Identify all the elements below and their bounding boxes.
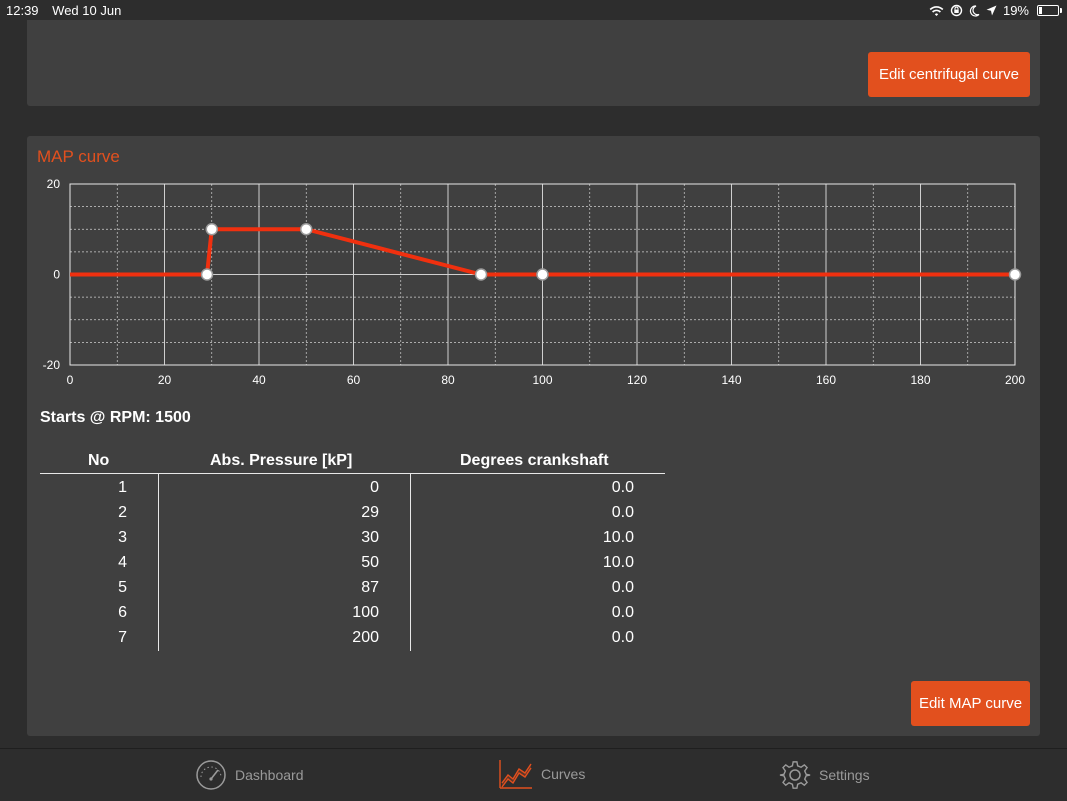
x-tick-label: 80 <box>441 373 455 387</box>
cell-degrees: 10.0 <box>602 554 634 571</box>
tab-curves-label: Curves <box>541 766 586 782</box>
cell-no: 7 <box>118 629 127 646</box>
moon-icon <box>969 4 980 17</box>
table-row: 7 200 0.0 <box>40 624 665 649</box>
tab-bar: Dashboard Curves Settings <box>0 748 1067 801</box>
tab-settings[interactable]: Settings <box>779 759 870 791</box>
table-row: 4 50 10.0 <box>40 549 665 574</box>
x-tick-label: 160 <box>816 373 836 387</box>
cell-degrees: 0.0 <box>611 504 634 521</box>
location-arrow-icon <box>986 5 997 16</box>
centrifugal-card: Edit centrifugal curve <box>27 20 1040 106</box>
x-tick-label: 200 <box>1005 373 1025 387</box>
wifi-icon <box>929 5 944 16</box>
cell-degrees: 10.0 <box>602 529 634 546</box>
header-degrees: Degrees crankshaft <box>460 452 609 469</box>
cell-pressure: 87 <box>361 579 379 596</box>
x-tick-label: 140 <box>721 373 741 387</box>
cell-pressure: 50 <box>361 554 379 571</box>
x-tick-label: 180 <box>910 373 930 387</box>
map-curve-card: MAP curve 0 20 40 60 80 100 120 140 160 180 200 20 0… <box>27 136 1040 736</box>
map-curve-title: MAP curve <box>37 147 120 166</box>
x-tick-label: 120 <box>627 373 647 387</box>
cell-degrees: 0.0 <box>611 629 634 646</box>
y-tick-label: 0 <box>53 268 60 282</box>
curve-point-marker <box>536 268 549 281</box>
edit-centrifugal-curve-button[interactable]: Edit centrifugal curve <box>868 52 1030 97</box>
battery-icon <box>1037 5 1062 16</box>
x-tick-label: 60 <box>347 373 361 387</box>
tab-settings-label: Settings <box>819 767 870 783</box>
x-tick-label: 20 <box>158 373 172 387</box>
header-pressure: Abs. Pressure [kP] <box>210 452 353 469</box>
cell-pressure: 100 <box>352 604 379 621</box>
cell-pressure: 29 <box>361 504 379 521</box>
cell-degrees: 0.0 <box>611 579 634 596</box>
x-tick-label: 100 <box>532 373 552 387</box>
edit-map-curve-button[interactable]: Edit MAP curve <box>911 681 1030 726</box>
tab-dashboard-label: Dashboard <box>235 767 304 783</box>
starts-rpm-label: Starts @ RPM: 1500 <box>40 409 191 426</box>
status-time: 12:39 <box>6 3 39 18</box>
column-divider <box>410 474 411 651</box>
table-row: 5 87 0.0 <box>40 574 665 599</box>
cell-no: 5 <box>118 579 127 596</box>
map-curve-table: No Abs. Pressure [kP] Degrees crankshaft… <box>40 452 665 651</box>
table-header: No Abs. Pressure [kP] Degrees crankshaft <box>40 452 665 474</box>
table-row: 6 100 0.0 <box>40 599 665 624</box>
table-row: 2 29 0.0 <box>40 499 665 524</box>
x-tick-label: 40 <box>252 373 266 387</box>
curve-point-marker <box>200 268 214 281</box>
cell-no: 2 <box>118 504 127 521</box>
cell-no: 3 <box>118 529 127 546</box>
curve-point-marker <box>205 223 218 236</box>
curve-point-marker <box>474 268 488 281</box>
status-bar: 12:39 Wed 10 Jun 19% <box>0 0 1067 20</box>
cell-pressure: 30 <box>361 529 379 546</box>
header-no: No <box>88 452 110 469</box>
battery-percent: 19% <box>1002 3 1029 18</box>
curve-point-marker <box>1008 268 1022 281</box>
cell-no: 4 <box>118 554 127 571</box>
y-tick-label: 20 <box>47 177 61 191</box>
lock-rotation-icon <box>950 4 963 17</box>
status-date: Wed 10 Jun <box>52 3 122 18</box>
cell-pressure: 200 <box>352 629 379 646</box>
y-tick-label: -20 <box>43 358 61 372</box>
cell-pressure: 0 <box>370 479 379 496</box>
speedometer-icon <box>196 760 226 790</box>
tab-curves[interactable]: Curves <box>499 759 585 789</box>
column-divider <box>158 474 159 651</box>
curve-point-marker <box>300 223 313 236</box>
table-row: 3 30 10.0 <box>40 524 665 549</box>
cell-no: 6 <box>118 604 127 621</box>
table-row: 1 0 0.0 <box>40 474 665 499</box>
gear-icon <box>779 761 811 789</box>
tab-dashboard[interactable]: Dashboard <box>195 759 304 791</box>
curves-icon <box>499 760 532 789</box>
x-tick-label: 0 <box>67 373 74 387</box>
table-body: 1 0 0.0 2 29 0.0 3 30 10.0 4 50 10.0 5 8 <box>40 474 665 649</box>
cell-degrees: 0.0 <box>611 604 634 621</box>
cell-degrees: 0.0 <box>611 479 634 496</box>
cell-no: 1 <box>118 479 127 496</box>
